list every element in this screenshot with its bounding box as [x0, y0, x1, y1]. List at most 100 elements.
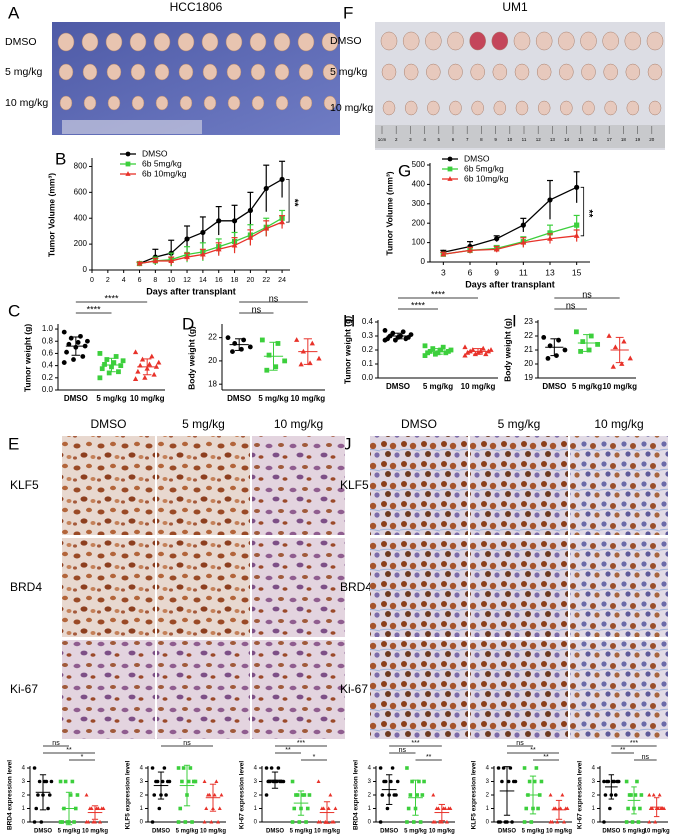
y-tick-label: 2 — [592, 793, 596, 799]
x-tick-label: 8 — [153, 277, 157, 284]
marker — [500, 779, 504, 784]
marker — [560, 792, 565, 797]
marker — [46, 806, 50, 811]
marker — [75, 340, 81, 345]
marker — [602, 779, 606, 784]
marker — [99, 806, 104, 810]
marker — [608, 806, 612, 811]
y-tick-label: 1 — [140, 806, 144, 812]
y-tick-label: 1 — [368, 806, 372, 812]
ruler-label: 7 — [466, 137, 469, 142]
x-tick-label: 10 mg/kg — [461, 382, 496, 391]
significance-label: ns — [642, 754, 650, 761]
significance-label: ns — [516, 740, 524, 747]
marker — [241, 337, 247, 343]
marker — [113, 354, 119, 359]
marker — [573, 232, 580, 238]
tumor — [273, 32, 291, 52]
marker — [602, 820, 606, 824]
marker — [34, 806, 39, 811]
marker — [647, 819, 652, 824]
x-tick-label: 3 — [441, 267, 446, 277]
legend-label: 6b 5mg/kg — [142, 158, 182, 168]
series-line — [443, 224, 577, 255]
marker — [47, 793, 52, 797]
marker — [316, 355, 322, 361]
marker — [562, 347, 568, 353]
x-tick-label: 5 mg/kg — [572, 382, 602, 391]
marker — [219, 792, 224, 797]
marker — [120, 358, 126, 364]
marker — [408, 793, 413, 797]
panel-label: A — [8, 3, 20, 22]
tumor — [201, 32, 219, 52]
marker — [298, 361, 304, 367]
significance-label: ** — [583, 210, 594, 218]
marker — [417, 779, 421, 784]
tumor — [491, 31, 509, 51]
y-tick-label: 0.4 — [42, 361, 54, 370]
marker — [443, 350, 449, 356]
marker — [418, 820, 423, 824]
ihc-image — [62, 640, 155, 739]
marker — [146, 361, 153, 367]
marker — [71, 357, 76, 362]
y-tick-label: 4 — [140, 766, 144, 772]
x-axis-label: Days after transplant — [465, 279, 555, 289]
series-line — [139, 178, 283, 265]
marker — [294, 793, 298, 797]
marker — [405, 820, 409, 824]
significance-label: ns — [566, 300, 576, 310]
marker — [406, 806, 411, 811]
significance-label: *** — [630, 740, 638, 747]
y-tick-label: 21 — [524, 345, 533, 354]
x-tick-label: 22 — [262, 277, 270, 284]
legend-label: DMSO — [142, 148, 168, 158]
tumor — [646, 31, 664, 51]
tumor — [274, 63, 290, 81]
marker — [156, 359, 162, 365]
ruler-label: 12 — [536, 137, 542, 142]
marker — [98, 819, 103, 824]
marker — [125, 151, 131, 157]
significance-label: *** — [411, 740, 419, 747]
marker — [66, 341, 72, 347]
ruler-label: 2 — [395, 137, 398, 142]
ruler-label: 20 — [649, 137, 655, 142]
x-tick-label: 12 — [183, 277, 191, 284]
marker — [150, 766, 155, 770]
y-tick-label: 0.0 — [42, 385, 54, 394]
marker — [527, 779, 532, 784]
marker — [411, 820, 416, 824]
marker — [444, 819, 449, 824]
marker — [154, 779, 158, 784]
tumor — [203, 95, 217, 111]
ruler-label: 14 — [564, 137, 570, 142]
x-tick-label: 11 — [519, 267, 528, 277]
ihc-image — [252, 538, 345, 637]
marker — [142, 374, 148, 380]
ihc-image — [157, 538, 250, 637]
tumor — [537, 100, 551, 116]
tumor — [582, 100, 595, 116]
tumor — [647, 63, 663, 81]
y-axis-label: Tumor weight (g) — [22, 324, 32, 392]
ruler-label: 6 — [452, 137, 455, 142]
marker — [264, 793, 269, 797]
marker — [510, 820, 514, 824]
significance-bracket — [286, 179, 290, 223]
marker — [32, 820, 37, 824]
panel-label: I — [512, 311, 517, 330]
marker — [68, 793, 73, 797]
series-line — [139, 217, 283, 265]
marker — [65, 820, 70, 824]
y-tick-label: 4 — [22, 766, 26, 772]
panel-label: H — [343, 311, 355, 330]
tumor — [624, 31, 642, 51]
ihc-image — [570, 640, 668, 739]
marker — [425, 350, 430, 356]
marker — [290, 820, 295, 824]
marker — [493, 246, 500, 252]
tumor — [178, 63, 194, 81]
